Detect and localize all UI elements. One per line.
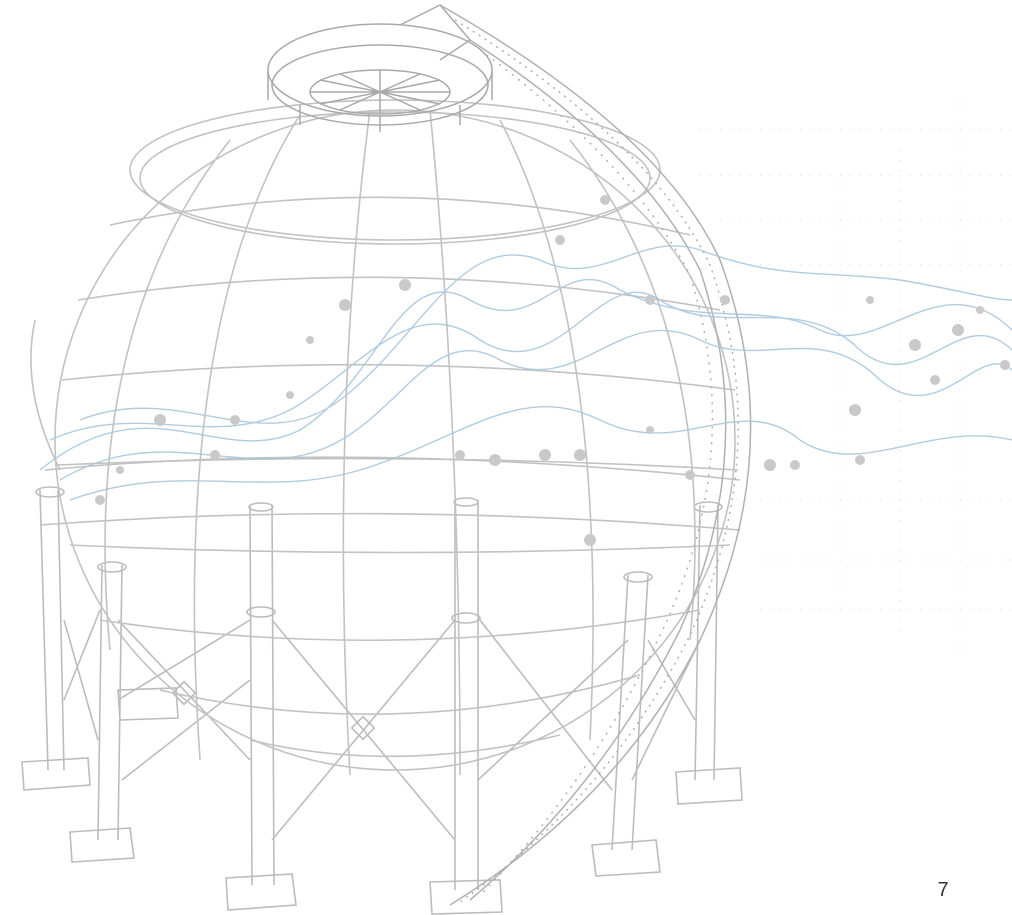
data-waves-icon (39, 245, 1012, 501)
spiral-staircase-icon (439, 4, 752, 906)
top-platform-icon (267, 4, 493, 132)
data-dots-icon (95, 195, 1010, 546)
tank-sphere-icon (30, 99, 741, 776)
tank-legs-icon (21, 486, 743, 915)
dotted-grid-icon (700, 100, 1012, 660)
page-number: 7 (937, 879, 949, 901)
